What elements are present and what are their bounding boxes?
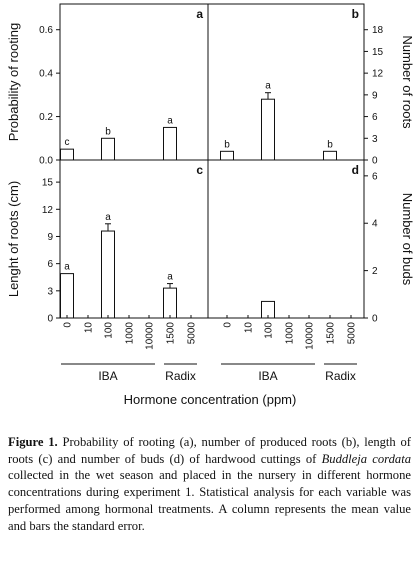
y-tick-label: 6 [372, 171, 378, 182]
significance-letter: a [265, 81, 271, 92]
bar [261, 98, 275, 161]
caption-text-1: Probability of rooting (a), number of pr… [8, 435, 411, 466]
x-tick-label: 5000 [347, 322, 358, 345]
y-tick-label: 12 [372, 69, 384, 80]
x-tick-label: 1500 [326, 322, 337, 345]
y-tick-label: 9 [372, 90, 378, 101]
panel-letter: b [352, 7, 359, 21]
x-axis-label: Hormone concentration (ppm) [124, 392, 297, 407]
significance-letter: a [105, 212, 111, 223]
significance-letter: a [64, 262, 70, 273]
plot-frame [59, 3, 365, 319]
y-tick-label: 15 [372, 47, 384, 58]
bar [323, 150, 337, 161]
group-label-iba: IBA [258, 369, 277, 383]
y-tick-label: 3 [47, 286, 53, 297]
caption-species: Buddleja cordata [321, 451, 412, 466]
bar [101, 137, 115, 161]
figure: a 0.0 0.2 0.4 0.6 Probability of rooting c b a b 0… [6, 3, 415, 407]
significance-letter: b [105, 126, 111, 137]
bar [60, 148, 74, 161]
y-tick-label: 15 [42, 178, 54, 189]
y-tick-label: 18 [372, 25, 384, 36]
bar [220, 150, 234, 161]
x-tick-label: 10 [244, 322, 255, 334]
x-tick-label: 0 [63, 322, 74, 328]
bar [101, 230, 115, 319]
y-tick-label: 0 [372, 314, 378, 325]
y-tick-label: 0 [47, 314, 53, 325]
panel-d: d 0 2 4 6 Number of buds [261, 163, 415, 325]
bar [163, 126, 177, 161]
y-tick-label: 0 [372, 156, 378, 167]
y-axis-label: Probability of rooting [6, 23, 21, 142]
group-label-iba: IBA [98, 369, 117, 383]
panel-b: b 0 3 6 9 12 15 18 Number of roots b a b [220, 7, 415, 167]
y-tick-label: 6 [47, 259, 53, 270]
significance-letter: c [65, 137, 70, 148]
x-tick-label: 1000 [125, 322, 136, 345]
x-tick-label: 100 [264, 322, 275, 339]
significance-letter: a [167, 272, 173, 283]
bar [60, 273, 74, 319]
y-axis-label: Number of roots [400, 35, 415, 129]
y-tick-label: 0.6 [39, 25, 53, 36]
y-tick-label: 9 [47, 232, 53, 243]
y-tick-label: 2 [372, 266, 378, 277]
y-tick-label: 0.2 [39, 112, 53, 123]
significance-letter: b [327, 139, 333, 150]
y-tick-label: 12 [42, 205, 54, 216]
panel-a: a 0.0 0.2 0.4 0.6 Probability of rooting c b a [6, 7, 203, 167]
y-tick-label: 4 [372, 219, 378, 230]
group-label-radix: Radix [165, 369, 196, 383]
x-tick-label: 5000 [187, 322, 198, 345]
panel-letter: d [352, 163, 359, 177]
x-axis: 0 10 100 1000 10000 1500 5000 IBA Radix 0 10 100 100… [61, 315, 358, 407]
y-axis-label: Lenght of roots (cm) [6, 181, 21, 297]
significance-letter: a [167, 115, 173, 126]
significance-letter: b [224, 139, 230, 150]
x-tick-label: 0 [223, 322, 234, 328]
x-tick-label: 100 [104, 322, 115, 339]
y-tick-label: 3 [372, 134, 378, 145]
y-tick-label: 6 [372, 112, 378, 123]
x-tick-label: 10000 [305, 322, 316, 350]
x-tick-label: 1000 [285, 322, 296, 345]
caption-text-2: collected in the wet season and placed i… [8, 468, 411, 533]
figure-caption: Figure 1. Probability of rooting (a), nu… [8, 434, 411, 534]
group-label-radix: Radix [325, 369, 356, 383]
panel-letter: c [196, 163, 203, 177]
caption-label: Figure 1. [8, 435, 58, 449]
panel-c: c 0 3 6 9 12 15 Lenght of roots (cm) a a a [6, 163, 203, 325]
panels-layer: a 0.0 0.2 0.4 0.6 Probability of rooting c b a b 0… [6, 3, 415, 325]
y-tick-label: 0.0 [39, 156, 53, 167]
x-tick-label: 10 [84, 322, 95, 334]
x-tick-label: 10000 [145, 322, 156, 350]
bar [163, 287, 177, 319]
panel-letter: a [196, 7, 203, 21]
y-axis-label: Number of buds [400, 193, 415, 286]
y-tick-label: 0.4 [39, 69, 53, 80]
x-tick-label: 1500 [166, 322, 177, 345]
